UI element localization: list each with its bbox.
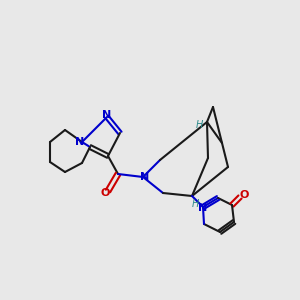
- Text: O: O: [100, 188, 110, 198]
- Text: N: N: [75, 137, 85, 147]
- Text: N: N: [140, 172, 150, 182]
- Text: H: H: [191, 199, 199, 209]
- Text: O: O: [239, 190, 249, 200]
- Text: N: N: [102, 110, 112, 120]
- Text: H: H: [195, 120, 203, 130]
- Text: N: N: [198, 203, 208, 213]
